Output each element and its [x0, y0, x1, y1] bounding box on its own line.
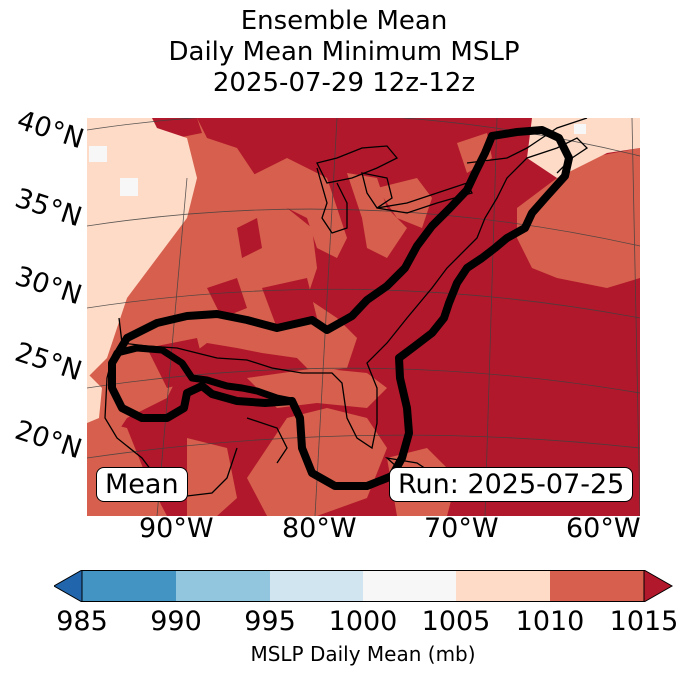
graticule — [87, 118, 640, 516]
mslp-map — [87, 118, 640, 516]
colorbar-extend-low — [54, 570, 83, 602]
cbar-tick-1005: 1005 — [421, 606, 491, 637]
colorbar-bin-1005 — [456, 570, 550, 602]
lat-label-25: 25°N — [11, 336, 86, 388]
colorbar-bin-985 — [82, 570, 176, 602]
lon-label-70w: 70°W — [424, 513, 499, 544]
colorbar-label: MSLP Daily Mean (mb) — [250, 642, 476, 666]
colorbar-extend-high — [643, 570, 674, 602]
cbar-tick-995: 995 — [244, 606, 296, 637]
colorbar-bin-990 — [176, 570, 270, 602]
colorbar-frame — [81, 570, 645, 602]
title-line-2: Daily Mean Minimum MSLP — [168, 37, 520, 67]
cbar-tick-1015: 1015 — [609, 606, 679, 637]
colorbar-bin-1010 — [550, 570, 644, 602]
lat-label-35: 35°N — [11, 182, 86, 234]
colorbar-bin-995 — [270, 570, 363, 602]
mean-label: Mean — [96, 467, 188, 502]
cbar-tick-1000: 1000 — [328, 606, 398, 637]
mslp-1000-regions — [89, 124, 586, 196]
colorbar-bin-1000 — [363, 570, 456, 602]
ensemble-outline-inner — [108, 344, 293, 405]
ensemble-outline — [108, 126, 573, 490]
lon-label-60w: 60°W — [566, 513, 641, 544]
lon-label-90w: 90°W — [139, 513, 214, 544]
chart-title: Ensemble Mean Daily Mean Minimum MSLP 20… — [0, 6, 688, 99]
lat-label-20: 20°N — [11, 414, 86, 466]
lat-label-30: 30°N — [11, 260, 86, 312]
run-label: Run: 2025-07-25 — [389, 467, 634, 502]
lat-label-40: 40°N — [13, 104, 88, 156]
lon-label-80w: 80°W — [282, 513, 357, 544]
title-line-3: 2025-07-29 12z-12z — [212, 68, 476, 98]
cbar-tick-985: 985 — [56, 606, 108, 637]
title-line-1: Ensemble Mean — [240, 6, 448, 36]
cbar-tick-990: 990 — [150, 606, 202, 637]
cbar-tick-1010: 1010 — [515, 606, 585, 637]
colorbar — [54, 570, 674, 602]
